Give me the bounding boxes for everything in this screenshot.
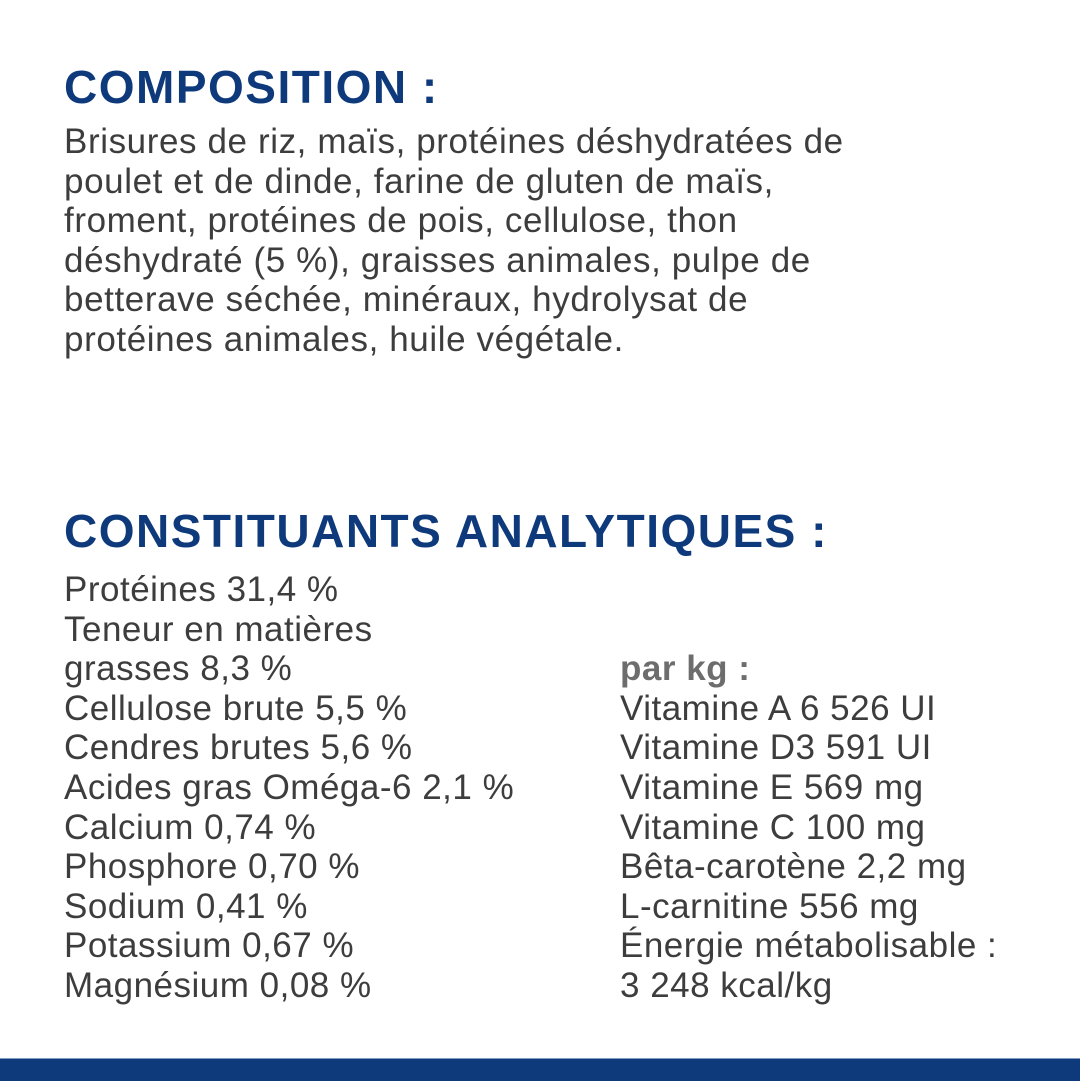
analytics-heading: CONSTITUANTS ANALYTIQUES : (64, 505, 828, 557)
vitamin-line: Vitamine D3 591 UI (620, 728, 932, 768)
vitamin-line: Vitamine C 100 mg (620, 807, 926, 847)
composition-heading: COMPOSITION : (64, 61, 439, 113)
analytic-line: Calcium 0,74 % (64, 807, 317, 847)
analytic-line: Acides gras Oméga-6 2,1 % (64, 767, 515, 807)
vitamin-line: 3 248 kcal/kg (620, 965, 833, 1005)
composition-line: froment, protéines de pois, cellulose, t… (64, 201, 738, 241)
analytic-line: grasses 8,3 % (64, 649, 293, 689)
composition-text: Brisures de riz, maïs, protéines déshydr… (64, 122, 844, 360)
vitamin-line: Bêta-carotène 2,2 mg (620, 847, 967, 887)
composition-line: protéines animales, huile végétale. (64, 319, 624, 359)
footer-bar (0, 1058, 1080, 1081)
vitamin-line: Vitamine E 569 mg (620, 767, 924, 807)
analytic-line: Phosphore 0,70 % (64, 847, 360, 887)
composition-line: Brisures de riz, maïs, protéines déshydr… (64, 122, 844, 161)
analytic-line: Sodium 0,41 % (64, 886, 308, 926)
analytics-left-column: Protéines 31,4 % Teneur en matières gras… (64, 570, 514, 1006)
composition-line: poulet et de dinde, farine de gluten de … (64, 161, 774, 201)
composition-line: betterave séchée, minéraux, hydrolysat d… (64, 280, 749, 320)
analytic-line: Cellulose brute 5,5 % (64, 688, 408, 728)
analytic-line: Protéines 31,4 % (64, 570, 339, 609)
vitamin-line: Énergie métabolisable : (620, 926, 998, 966)
analytics-right-column: par kg : Vitamine A 6 526 UI Vitamine D3… (620, 649, 997, 1005)
composition-line: déshydraté (5 %), graisses animales, pul… (64, 240, 811, 280)
vitamin-line: L-carnitine 556 mg (620, 886, 919, 926)
vitamin-line: Vitamine A 6 526 UI (620, 688, 937, 728)
analytic-line: Magnésium 0,08 % (64, 965, 372, 1005)
analytic-line: Teneur en matières (64, 609, 373, 649)
analytic-line: Cendres brutes 5,6 % (64, 728, 413, 768)
analytic-line: Potassium 0,67 % (64, 926, 355, 966)
per-kg-label: par kg : (620, 649, 751, 689)
